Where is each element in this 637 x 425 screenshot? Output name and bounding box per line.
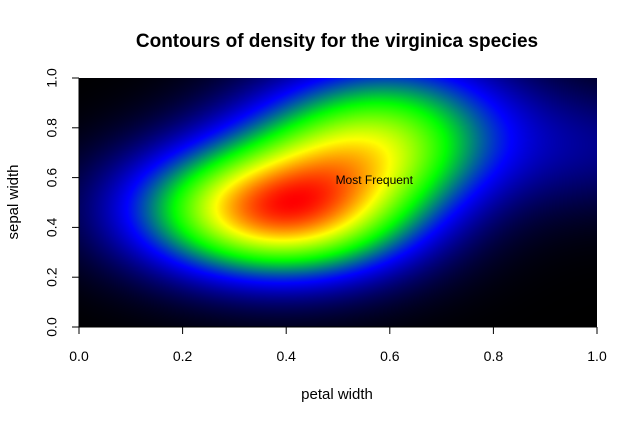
plot-area bbox=[79, 78, 597, 327]
annotation-most-frequent: Most Frequent bbox=[336, 173, 414, 187]
annotations: Most Frequent bbox=[336, 173, 414, 187]
x-tick-label: 0.4 bbox=[276, 348, 296, 364]
x-tick-label: 0.8 bbox=[484, 348, 504, 364]
y-tick-label: 0.8 bbox=[44, 118, 60, 138]
y-axis: 0.0 0.2 0.4 0.6 0.8 1.0 bbox=[44, 68, 80, 337]
y-axis-label: sepal width bbox=[5, 164, 22, 239]
y-tick-label: 0.0 bbox=[44, 317, 60, 337]
x-tick-label: 0.6 bbox=[380, 348, 400, 364]
y-tick-label: 0.4 bbox=[44, 217, 60, 237]
x-tick-label: 0.2 bbox=[173, 348, 193, 364]
chart-title: Contours of density for the virginica sp… bbox=[136, 31, 538, 52]
x-tick-label: 1.0 bbox=[587, 348, 607, 364]
x-tick-label: 0.0 bbox=[69, 348, 89, 364]
y-tick-label: 0.2 bbox=[44, 267, 60, 287]
x-axis: 0.0 0.2 0.4 0.6 0.8 1.0 bbox=[69, 326, 607, 364]
x-axis-label: petal width bbox=[301, 386, 373, 403]
y-tick-label: 0.6 bbox=[44, 168, 60, 188]
y-tick-label: 1.0 bbox=[44, 68, 60, 88]
